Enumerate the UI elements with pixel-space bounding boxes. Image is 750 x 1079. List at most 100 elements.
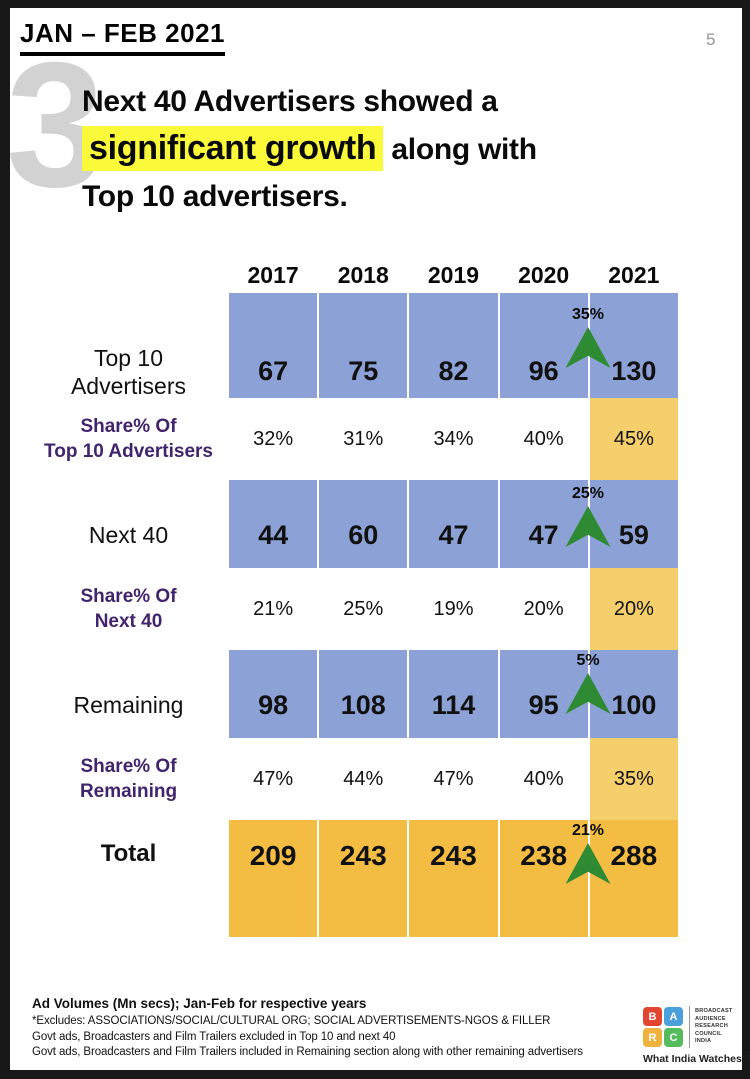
table-cell: 19%: [409, 568, 497, 650]
row-label-text: Next 40: [89, 521, 168, 549]
section-number: 3: [6, 25, 105, 224]
row-label: Next 40: [30, 480, 227, 568]
table-cell: 47: [409, 480, 498, 568]
table-cell: 40%: [500, 398, 588, 480]
footnote-govt-included: Govt ads, Broadcasters and Film Trailers…: [32, 1046, 583, 1058]
cell-value: 98: [258, 689, 289, 720]
cell-value: 47%: [253, 767, 294, 790]
cell-value: 34%: [433, 427, 474, 450]
cell-value: 20%: [523, 597, 564, 620]
org-name-line: BROADCAST: [695, 1008, 733, 1015]
table-cell: 209: [229, 820, 318, 937]
table-row: Next 40 44 60 47 47 59 25%: [30, 480, 680, 568]
slide-title: Next 40 Advertisers showed a significant…: [82, 78, 642, 220]
cell-value: 82: [438, 356, 469, 386]
table-cell: 35%: [589, 738, 678, 820]
table-cell: 243: [409, 820, 498, 937]
footnote-govt-excluded: Govt ads, Broadcasters and Film Trailers…: [32, 1030, 396, 1043]
row-label-line: Share% Of: [80, 416, 177, 437]
cell-value: 209: [249, 840, 297, 871]
cell-value: 288: [610, 840, 658, 871]
row-label-text: Share% Of Top 10 Advertisers: [44, 414, 213, 464]
title-line1: Next 40 Advertisers showed a: [82, 85, 498, 118]
row-label-line: Next 40: [88, 522, 169, 548]
cell-value: 243: [430, 840, 477, 871]
org-name-line: RESEARCH: [695, 1023, 728, 1030]
table-cell: 238: [499, 820, 588, 937]
table-cell: 82: [409, 293, 498, 398]
org-name-line: COUNCIL: [695, 1030, 722, 1037]
year-header: 2018: [337, 262, 389, 288]
barc-letter-square: C: [664, 1028, 683, 1047]
logo-divider: [689, 1006, 690, 1048]
title-highlight: significant growth: [82, 126, 384, 171]
footnote-title: Ad Volumes (Mn secs); Jan-Feb for respec…: [32, 996, 367, 1011]
table-cell: 34%: [409, 398, 497, 480]
barc-letter-square: B: [643, 1007, 662, 1026]
cell-value: 40%: [523, 767, 564, 790]
cell-value: 114: [431, 689, 476, 720]
row-label-text: Total: [101, 840, 157, 868]
cell-value: 238: [520, 840, 568, 871]
barc-letter-square: A: [664, 1007, 683, 1026]
table-cell: 25%: [319, 568, 407, 650]
row-label-line: Total: [100, 840, 157, 867]
cell-value: 31%: [343, 427, 384, 450]
cell-value: 32%: [253, 427, 294, 450]
cell-value: 243: [339, 840, 387, 871]
row-label-text: Share% Of Remaining: [80, 754, 177, 804]
table-cell: 40%: [500, 738, 588, 820]
table-cell: 44: [229, 480, 318, 568]
page-header-date: JAN – FEB 2021: [20, 18, 225, 56]
year-header: 2017: [247, 262, 299, 288]
cell-value: 44%: [343, 767, 384, 790]
barc-logo-orgname: BROADCAST AUDIENCE RESEARCH COUNCIL INDIA: [695, 1008, 733, 1046]
cell-value: 44: [258, 519, 289, 550]
table-cell: 243: [319, 820, 408, 937]
page-number: 5: [706, 30, 716, 49]
table-cell: 75: [319, 293, 408, 398]
row-label-line: Top 10 Advertisers: [44, 441, 213, 462]
ad-volume-table: 2017 2018 2019 2020 2021 Top 10 Advertisers 67 7…: [30, 253, 680, 937]
table-cell: 20%: [589, 568, 678, 650]
cell-value: 67: [258, 356, 289, 386]
cell-value: 95: [528, 689, 559, 720]
cell-value: 108: [340, 689, 386, 720]
row-label-line: Advertisers: [70, 372, 187, 399]
cell-value: 40%: [523, 427, 564, 450]
table-cell: 130: [589, 293, 678, 398]
cell-value: 130: [611, 356, 657, 386]
row-label: Remaining: [30, 650, 227, 738]
table-cell: 95: [499, 650, 588, 738]
table-cell: 114: [409, 650, 498, 738]
table-cell: 32%: [229, 398, 317, 480]
table-row: Share% Of Top 10 Advertisers 32% 31% 34% 40% 4…: [30, 398, 680, 480]
row-label-line: Remaining: [73, 692, 184, 718]
year-header: 2021: [608, 262, 660, 288]
table-cell: 20%: [500, 568, 588, 650]
year-header: 2020: [518, 262, 570, 288]
report-page: JAN – FEB 2021 5 3 Next 40 Advertisers s…: [6, 8, 750, 1070]
title-line2-rest: along with: [383, 133, 537, 166]
footnotes: Ad Volumes (Mn secs); Jan-Feb for respec…: [32, 996, 592, 1061]
table-cell: 21%: [229, 568, 317, 650]
row-label: Share% Of Top 10 Advertisers: [30, 398, 227, 480]
org-name-line: INDIA: [695, 1038, 712, 1045]
table-cell: 47%: [229, 738, 317, 820]
cell-value: 75: [348, 356, 379, 386]
table-row: Share% Of Next 40 21% 25% 19% 20% 20%: [30, 568, 680, 650]
cell-value: 47%: [433, 767, 474, 790]
table-cell: 96: [499, 293, 588, 398]
barc-tagline: What India Watches™: [643, 1053, 750, 1065]
row-label: Total: [30, 820, 227, 937]
row-label: Top 10 Advertisers: [30, 293, 227, 399]
org-name-line: AUDIENCE: [695, 1015, 726, 1022]
table-cell: 45%: [589, 398, 678, 480]
row-label-line: Share% Of: [80, 756, 177, 777]
cell-value: 21%: [253, 597, 294, 620]
row-label-line: Top 10: [93, 344, 164, 371]
table-cell: 108: [319, 650, 408, 738]
cell-value: 19%: [433, 597, 474, 620]
